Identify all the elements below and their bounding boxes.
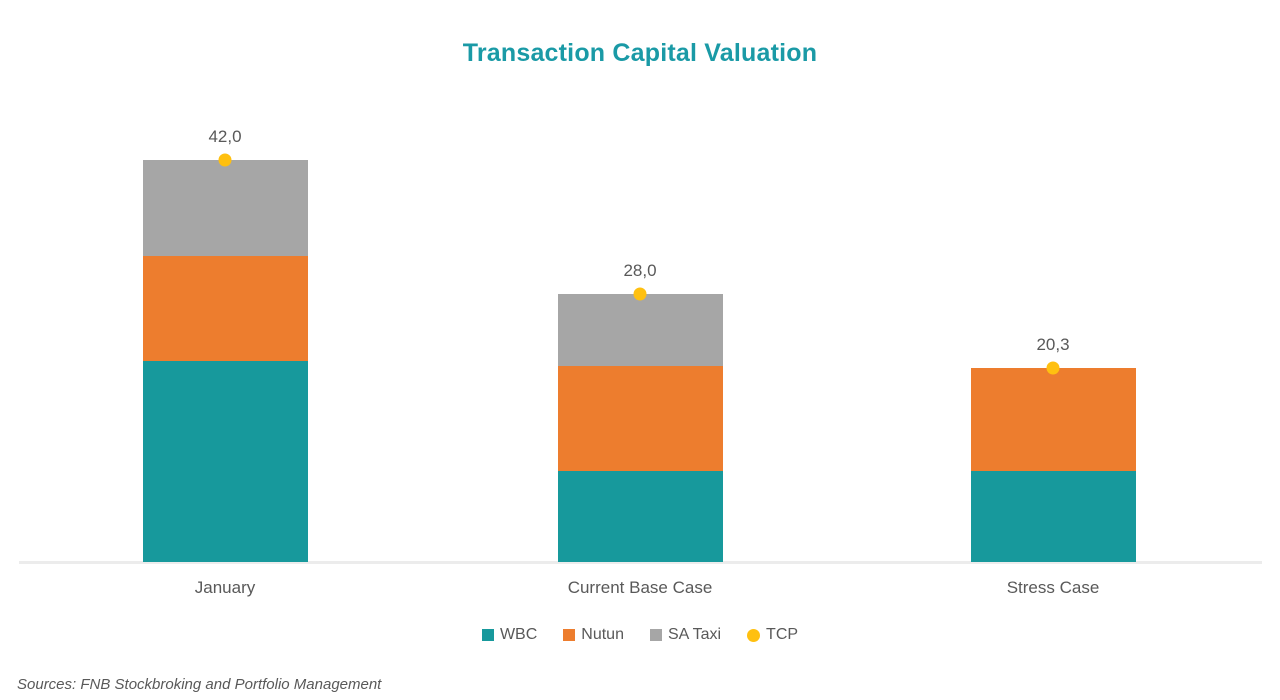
source-note: Sources: FNB Stockbroking and Portfolio … [17, 676, 382, 693]
tcp-marker [1046, 361, 1060, 375]
legend-square-swatch-nutun [563, 629, 576, 641]
bar-group-january: 42,0 [142, 127, 308, 562]
x-axis-line [19, 561, 1262, 564]
chart-title: Transaction Capital Valuation [462, 39, 818, 67]
total-value-label: 42,0 [208, 127, 242, 146]
bar-group-stress-case: 20,3 [970, 335, 1136, 562]
legend-square-swatch-wbc [481, 629, 494, 641]
category-label-january: January [194, 578, 256, 597]
tcp-marker [633, 287, 647, 301]
bar-segment-nutun [557, 365, 723, 472]
category-label-stress-case: Stress Case [1006, 578, 1100, 597]
category-label-current-base-case: Current Base Case [567, 578, 713, 597]
legend-label-sa-taxi: SA Taxi [667, 626, 722, 643]
bar-segment-sa-taxi [142, 160, 308, 256]
legend-item-wbc: WBC [481, 626, 538, 644]
legend-item-nutun: Nutun [563, 626, 624, 644]
bar-segment-wbc [142, 361, 308, 562]
bar-segment-nutun [970, 368, 1136, 472]
legend-item-sa-taxi: SA Taxi [649, 626, 722, 644]
legend: WBC Nutun SA Taxi TCP [0, 626, 1280, 644]
total-value-label: 20,3 [1036, 335, 1070, 354]
tcp-marker [218, 153, 232, 167]
legend-circle-swatch-tcp [747, 628, 761, 642]
legend-label-tcp: TCP [766, 626, 799, 643]
legend-item-tcp: TCP [747, 626, 798, 644]
bar-segment-wbc [970, 471, 1136, 562]
bar-segment-nutun [142, 255, 308, 362]
bar-segment-wbc [557, 471, 723, 562]
total-value-label: 28,0 [623, 261, 657, 280]
legend-label-nutun: Nutun [581, 626, 624, 643]
legend-label-wbc: WBC [499, 626, 538, 643]
bar-group-current-base-case: 28,0 [557, 261, 723, 562]
bar-segment-sa-taxi [557, 294, 723, 366]
legend-square-swatch-sa-taxi [649, 629, 662, 641]
